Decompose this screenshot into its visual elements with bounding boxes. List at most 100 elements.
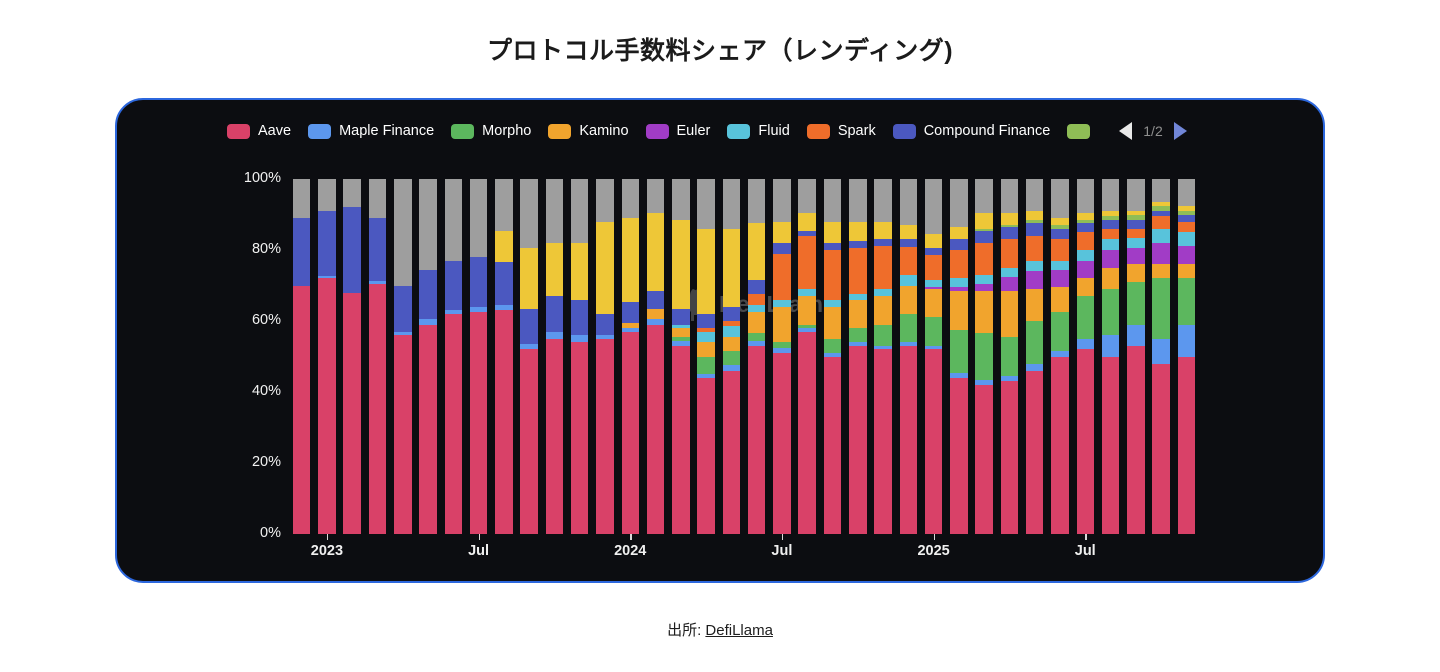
segment-unlabeled-gray-[interactable]: [672, 179, 690, 220]
segment-unlabeled-yellow-[interactable]: [1101, 211, 1120, 217]
segment-aave[interactable]: [318, 278, 336, 534]
bar-2024-05[interactable]: [722, 179, 741, 534]
segment-spark[interactable]: [874, 246, 892, 290]
segment-unlabeled-yellow-[interactable]: [798, 212, 816, 231]
segment-spark[interactable]: [849, 248, 867, 295]
segment-compound-finance[interactable]: [672, 308, 690, 325]
segment-compound-finance[interactable]: [520, 308, 538, 345]
segment-aave[interactable]: [469, 312, 488, 534]
segment-unlabeled-gray-[interactable]: [621, 179, 639, 219]
segment-spark[interactable]: [823, 250, 842, 300]
segment-unlabeled-gray-[interactable]: [1127, 179, 1145, 211]
segment-unlabeled-gray-[interactable]: [874, 179, 892, 222]
bar-2024-12[interactable]: [899, 179, 918, 534]
segment-aave[interactable]: [747, 345, 766, 534]
segment-unlabeled-gray-[interactable]: [849, 179, 867, 222]
segment-spark[interactable]: [899, 246, 918, 275]
segment-fluid[interactable]: [672, 324, 690, 329]
segment-maple-finance[interactable]: [1051, 351, 1069, 357]
segment-compound-finance[interactable]: [495, 262, 513, 306]
segment-morpho[interactable]: [773, 342, 791, 348]
segment-unlabeled-gray-[interactable]: [343, 179, 361, 208]
bar-2024-06[interactable]: [747, 179, 766, 534]
segment-euler[interactable]: [1000, 276, 1019, 291]
segment-unlabeled-gray-[interactable]: [318, 179, 336, 211]
segment-maple-finance[interactable]: [495, 305, 513, 311]
segment-unlabeled-gray-[interactable]: [1051, 179, 1069, 219]
segment-unlabeled-yellow-[interactable]: [747, 223, 766, 281]
segment-kamino[interactable]: [1000, 290, 1019, 337]
segment-unlabeled-gray-[interactable]: [368, 179, 387, 219]
segment-maple-finance[interactable]: [596, 335, 614, 339]
segment-unlabeled-yellow-[interactable]: [874, 221, 892, 240]
segment-unlabeled-gray-[interactable]: [975, 179, 993, 213]
segment-compound-finance[interactable]: [747, 280, 766, 295]
segment-spark[interactable]: [1101, 228, 1120, 240]
bar-2023-04[interactable]: [394, 179, 412, 534]
segment-unlabeled-gray-[interactable]: [798, 179, 816, 213]
segment-morpho[interactable]: [924, 317, 943, 346]
legend-item-euler[interactable]: Euler: [645, 123, 710, 139]
segment-spark[interactable]: [1177, 221, 1196, 233]
segment-spark[interactable]: [1127, 228, 1145, 238]
segment-kamino[interactable]: [697, 342, 715, 357]
segment-euler[interactable]: [1076, 260, 1094, 279]
segment-aave[interactable]: [368, 283, 387, 534]
segment-kamino[interactable]: [924, 289, 943, 318]
segment-euler[interactable]: [1025, 271, 1044, 290]
segment-unlabeled-yellow-[interactable]: [1076, 212, 1094, 220]
segment-compound-finance[interactable]: [596, 313, 614, 336]
segment-aave[interactable]: [1051, 356, 1069, 534]
segment-kamino[interactable]: [1025, 289, 1044, 322]
bar-2023-03[interactable]: [368, 179, 387, 534]
segment-spark[interactable]: [1025, 235, 1044, 261]
segment-maple-finance[interactable]: [722, 365, 741, 371]
segment-maple-finance[interactable]: [1152, 338, 1170, 364]
segment-kamino[interactable]: [975, 290, 993, 334]
bar-2025-01[interactable]: [924, 179, 943, 534]
segment-morpho[interactable]: [747, 333, 766, 341]
segment-fluid[interactable]: [1177, 232, 1196, 247]
segment-kamino[interactable]: [1101, 267, 1120, 290]
segment-unlabeled-yellow-[interactable]: [545, 242, 564, 297]
segment-unlabeled-yellow-[interactable]: [596, 221, 614, 314]
segment-spark[interactable]: [697, 328, 715, 332]
segment-aave[interactable]: [495, 310, 513, 534]
segment-unlabeled-yellow-[interactable]: [773, 221, 791, 243]
segment-kamino[interactable]: [747, 312, 766, 334]
segment-unlabeled-yellow-[interactable]: [1051, 218, 1069, 226]
bar-2025-02[interactable]: [950, 179, 968, 534]
segment-unlabeled-lime-[interactable]: [1127, 214, 1145, 220]
segment-morpho[interactable]: [697, 356, 715, 375]
segment-unlabeled-yellow-[interactable]: [899, 225, 918, 240]
legend-item-morpho[interactable]: Morpho: [451, 123, 531, 139]
segment-unlabeled-yellow-[interactable]: [495, 230, 513, 263]
segment-aave[interactable]: [823, 356, 842, 534]
segment-unlabeled-lime-[interactable]: [1076, 219, 1094, 224]
segment-aave[interactable]: [975, 384, 993, 534]
segment-maple-finance[interactable]: [1000, 376, 1019, 382]
segment-fluid[interactable]: [1000, 267, 1019, 277]
segment-maple-finance[interactable]: [899, 342, 918, 346]
segment-kamino[interactable]: [1152, 264, 1170, 279]
segment-fluid[interactable]: [975, 274, 993, 284]
bar-2025-05[interactable]: [1025, 179, 1044, 534]
segment-aave[interactable]: [874, 349, 892, 534]
bar-2023-12[interactable]: [596, 179, 614, 534]
segment-kamino[interactable]: [672, 328, 690, 337]
segment-maple-finance[interactable]: [975, 379, 993, 385]
segment-compound-finance[interactable]: [849, 241, 867, 249]
segment-aave[interactable]: [394, 335, 412, 534]
segment-aave[interactable]: [773, 352, 791, 534]
bar-2024-04[interactable]: [697, 179, 715, 534]
segment-euler[interactable]: [950, 287, 968, 291]
segment-kamino[interactable]: [798, 296, 816, 325]
segment-aave[interactable]: [722, 370, 741, 534]
segment-unlabeled-gray-[interactable]: [924, 179, 943, 235]
segment-compound-finance[interactable]: [975, 230, 993, 243]
segment-unlabeled-lime-[interactable]: [1177, 211, 1196, 215]
segment-compound-finance[interactable]: [1025, 223, 1044, 236]
segment-morpho[interactable]: [899, 313, 918, 343]
segment-aave[interactable]: [697, 377, 715, 534]
segment-morpho[interactable]: [1025, 321, 1044, 364]
